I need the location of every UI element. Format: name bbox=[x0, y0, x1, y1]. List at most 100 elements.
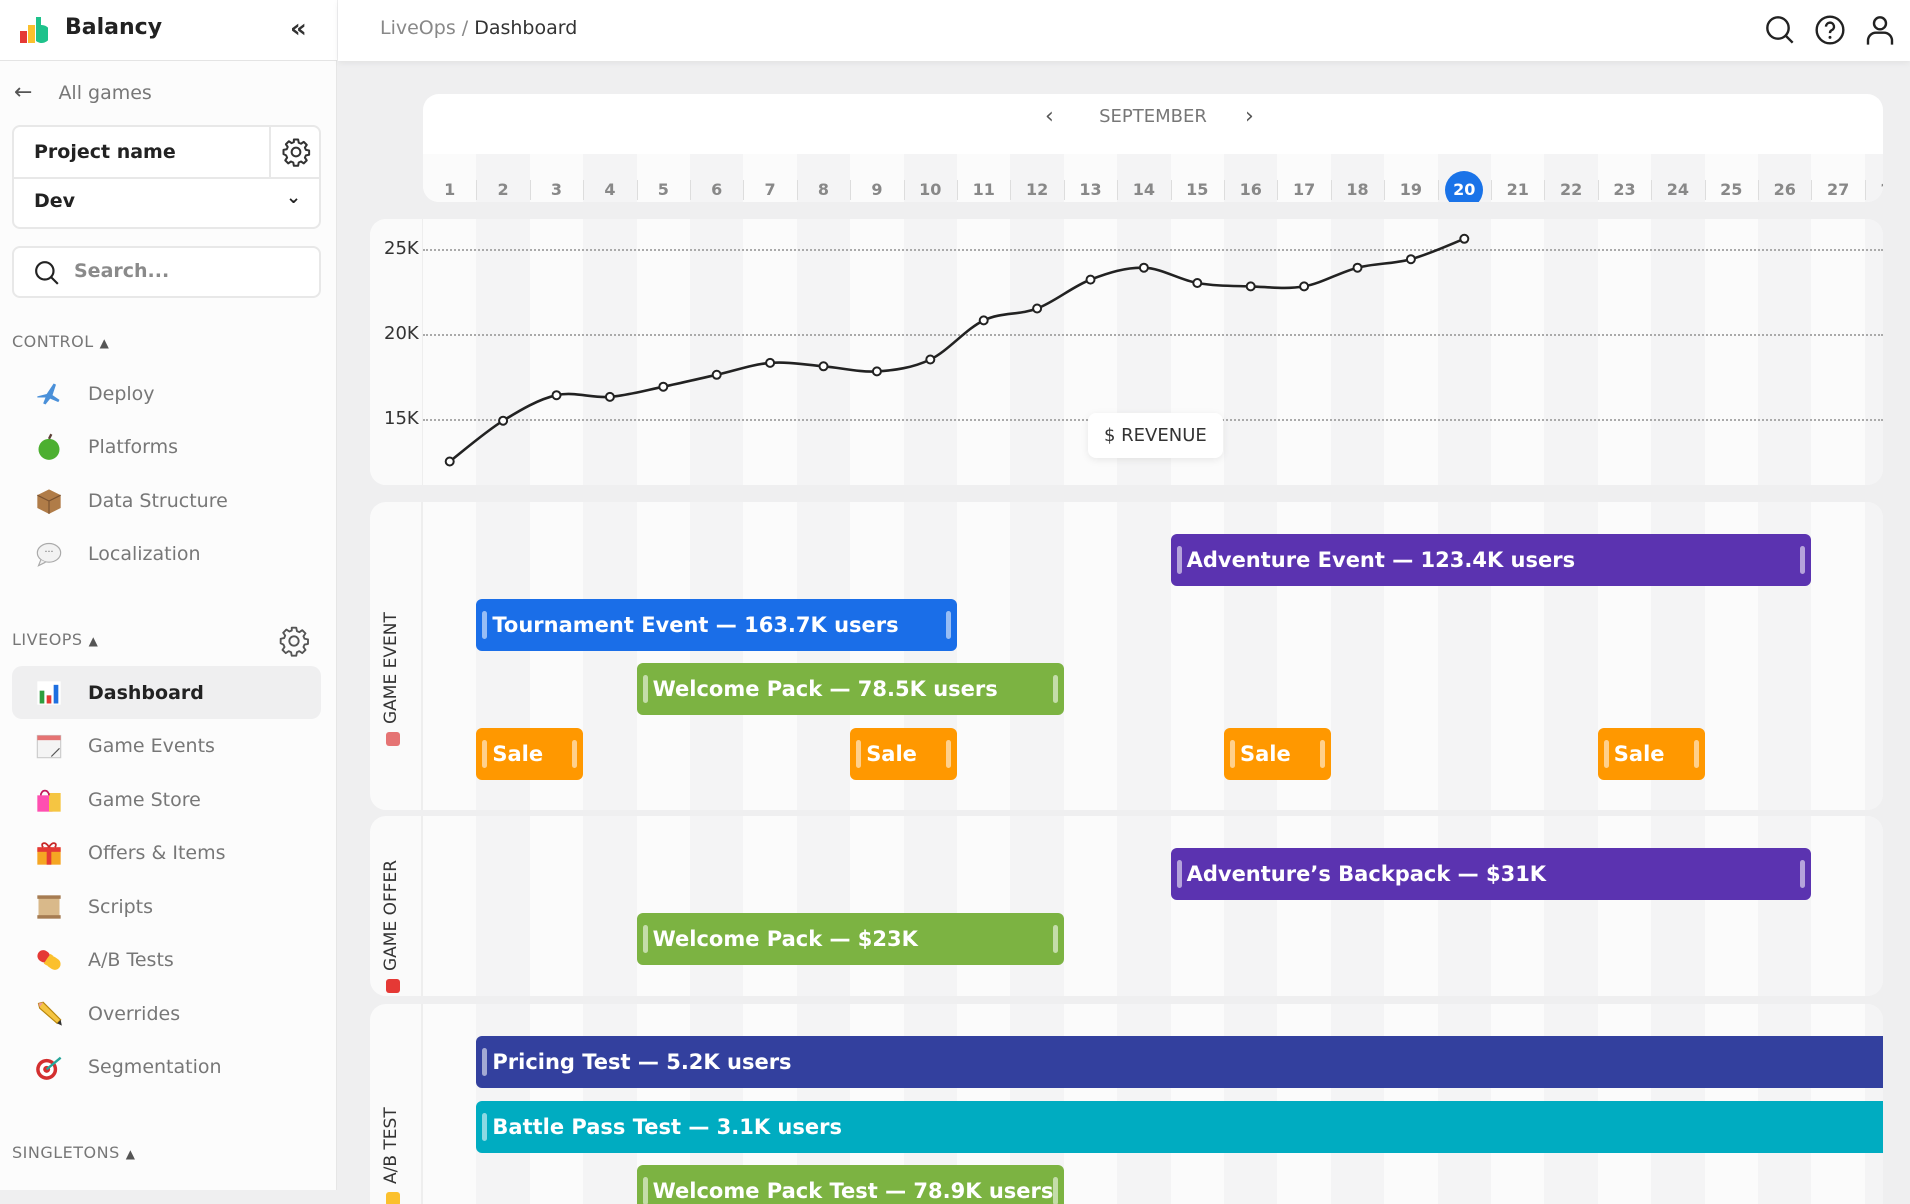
day-26[interactable]: 26 bbox=[1758, 170, 1811, 202]
resize-handle-right[interactable] bbox=[1800, 546, 1806, 574]
resize-handle-right[interactable] bbox=[1052, 675, 1058, 703]
day-6[interactable]: 6 bbox=[690, 170, 743, 202]
resize-handle-left[interactable] bbox=[1603, 739, 1609, 768]
sidebar-item-offers-items[interactable]: Offers & Items bbox=[12, 826, 321, 879]
revenue-point-day-10[interactable] bbox=[925, 354, 936, 365]
help-icon[interactable] bbox=[1814, 14, 1846, 46]
sidebar-item-game-events[interactable]: Game Events bbox=[12, 719, 321, 772]
timeline-bar[interactable]: Welcome Pack Test — 78.9K users bbox=[636, 1165, 1064, 1204]
resize-handle-right[interactable] bbox=[1052, 1177, 1058, 1204]
resize-handle-right[interactable] bbox=[945, 739, 951, 768]
sidebar-item-segmentation[interactable]: Segmentation bbox=[12, 1040, 321, 1093]
sidebar-item-deploy[interactable]: Deploy bbox=[12, 367, 321, 420]
day-5[interactable]: 5 bbox=[637, 170, 690, 202]
day-8[interactable]: 8 bbox=[797, 170, 850, 202]
day-23[interactable]: 23 bbox=[1598, 170, 1651, 202]
sidebar-item-platforms[interactable]: Platforms bbox=[12, 420, 321, 473]
project-settings-button[interactable] bbox=[269, 127, 321, 177]
resize-handle-right[interactable] bbox=[945, 610, 951, 639]
sidebar-item-dashboard[interactable]: Dashboard bbox=[12, 666, 321, 719]
day-25[interactable]: 25 bbox=[1705, 170, 1758, 202]
breadcrumb-liveops[interactable]: LiveOps bbox=[380, 17, 456, 39]
day-17[interactable]: 17 bbox=[1277, 170, 1330, 202]
sidebar-item-data-structure[interactable]: Data Structure bbox=[12, 474, 321, 527]
revenue-point-day-19[interactable] bbox=[1405, 254, 1416, 265]
revenue-point-day-14[interactable] bbox=[1138, 262, 1149, 273]
revenue-point-day-18[interactable] bbox=[1352, 262, 1363, 273]
day-21[interactable]: 21 bbox=[1491, 170, 1544, 202]
search-input[interactable] bbox=[74, 260, 304, 282]
revenue-point-day-4[interactable] bbox=[604, 391, 615, 402]
day-10[interactable]: 10 bbox=[904, 170, 957, 202]
sidebar-item-scripts[interactable]: Scripts bbox=[12, 880, 321, 933]
revenue-point-day-17[interactable] bbox=[1299, 281, 1310, 292]
timeline-bar[interactable]: Welcome Pack — $23K bbox=[636, 912, 1064, 965]
liveops-settings-gear-icon[interactable] bbox=[278, 625, 310, 657]
revenue-point-day-11[interactable] bbox=[978, 315, 989, 326]
next-month-button[interactable]: › bbox=[1245, 104, 1254, 129]
revenue-point-day-15[interactable] bbox=[1192, 278, 1203, 288]
resize-handle-left[interactable] bbox=[642, 924, 648, 953]
day-20[interactable]: 20 bbox=[1438, 170, 1491, 202]
revenue-point-day-1[interactable] bbox=[444, 456, 455, 467]
day-9[interactable]: 9 bbox=[850, 170, 903, 202]
timeline-bar[interactable]: Battle Pass Test — 3.1K users bbox=[476, 1100, 1883, 1153]
day-28[interactable]: 28 bbox=[1865, 170, 1883, 202]
resize-handle-left[interactable] bbox=[482, 1048, 488, 1076]
resize-handle-left[interactable] bbox=[1176, 546, 1182, 574]
search-icon[interactable] bbox=[1764, 14, 1796, 46]
day-19[interactable]: 19 bbox=[1384, 170, 1437, 202]
timeline-bar[interactable]: Tournament Event — 163.7K users bbox=[476, 598, 957, 651]
revenue-point-day-20[interactable] bbox=[1459, 233, 1470, 244]
sidebar-item-game-store[interactable]: Game Store bbox=[12, 773, 321, 826]
revenue-point-day-7[interactable] bbox=[765, 357, 776, 368]
timeline-bar[interactable]: Adventure’s Backpack — $31K bbox=[1170, 848, 1812, 900]
timeline-bar[interactable]: Sale bbox=[1224, 727, 1331, 780]
previous-month-button[interactable]: ‹ bbox=[1045, 104, 1054, 129]
timeline-bar[interactable]: Pricing Test — 5.2K users bbox=[476, 1036, 1883, 1088]
day-27[interactable]: 27 bbox=[1811, 170, 1864, 202]
resize-handle-left[interactable] bbox=[1230, 739, 1235, 768]
sidebar-search[interactable] bbox=[12, 246, 321, 298]
revenue-point-day-16[interactable] bbox=[1245, 281, 1256, 292]
sidebar-item-ab-tests[interactable]: A/B Tests bbox=[12, 933, 321, 986]
resize-handle-right[interactable] bbox=[1800, 860, 1806, 888]
collapse-sidebar-icon[interactable]: « bbox=[290, 14, 307, 44]
day-12[interactable]: 12 bbox=[1010, 170, 1063, 202]
environment-select[interactable]: Dev bbox=[34, 190, 76, 212]
timeline-bar[interactable]: Sale bbox=[476, 727, 584, 780]
day-15[interactable]: 15 bbox=[1171, 170, 1224, 202]
project-name[interactable]: Project name bbox=[34, 141, 176, 163]
day-24[interactable]: 24 bbox=[1651, 170, 1704, 202]
day-16[interactable]: 16 bbox=[1224, 170, 1277, 202]
revenue-point-day-6[interactable] bbox=[711, 369, 722, 380]
resize-handle-right[interactable] bbox=[1052, 924, 1058, 953]
resize-handle-right[interactable] bbox=[572, 739, 578, 768]
revenue-point-day-12[interactable] bbox=[1032, 303, 1043, 314]
day-2[interactable]: 2 bbox=[476, 170, 529, 202]
user-profile-icon[interactable] bbox=[1864, 14, 1896, 46]
back-to-all-games-link[interactable]: ← All games bbox=[14, 80, 152, 105]
revenue-point-day-5[interactable] bbox=[658, 381, 669, 392]
revenue-point-day-2[interactable] bbox=[498, 415, 509, 426]
resize-handle-left[interactable] bbox=[642, 675, 648, 703]
resize-handle-right[interactable] bbox=[1319, 739, 1325, 768]
resize-handle-left[interactable] bbox=[482, 739, 488, 768]
sidebar-item-localization[interactable]: ··· Localization bbox=[12, 527, 321, 580]
timeline-bar[interactable]: Welcome Pack — 78.5K users bbox=[636, 663, 1064, 715]
day-22[interactable]: 22 bbox=[1544, 170, 1597, 202]
day-18[interactable]: 18 bbox=[1331, 170, 1384, 202]
revenue-point-day-13[interactable] bbox=[1085, 274, 1096, 285]
resize-handle-left[interactable] bbox=[482, 1112, 488, 1141]
timeline-bar[interactable]: Sale bbox=[1597, 727, 1705, 780]
day-14[interactable]: 14 bbox=[1117, 170, 1170, 202]
day-3[interactable]: 3 bbox=[530, 170, 583, 202]
day-13[interactable]: 13 bbox=[1064, 170, 1117, 202]
resize-handle-left[interactable] bbox=[1176, 860, 1182, 888]
liveops-section-toggle[interactable]: LIVEOPS ▲ bbox=[12, 630, 98, 649]
singletons-section-toggle[interactable]: SINGLETONS ▲ bbox=[12, 1143, 136, 1162]
resize-handle-right[interactable] bbox=[1693, 739, 1699, 768]
timeline-bar[interactable]: Adventure Event — 123.4K users bbox=[1170, 534, 1812, 586]
timeline-bar[interactable]: Sale bbox=[850, 727, 957, 780]
revenue-point-day-9[interactable] bbox=[871, 366, 882, 377]
